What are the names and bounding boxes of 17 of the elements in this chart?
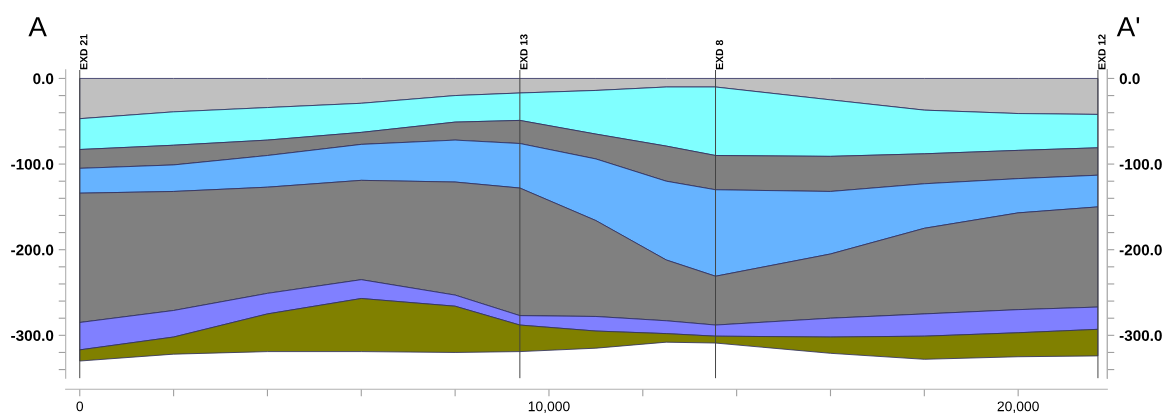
x-tick-label: 10,000 [528,401,570,413]
y2-tick-label: -200.0 [1119,244,1162,256]
x-tick-label: 20,000 [997,401,1039,413]
y-tick-label: 0.0 [33,73,54,85]
ref-line-label: EXD 8 [715,40,724,70]
y2-tick-label: 0.0 [1119,73,1140,85]
ref-line-label: EXD 13 [520,34,528,70]
text: A [28,17,47,37]
y-tick-label: -100.0 [11,158,54,170]
text: A' [1116,17,1140,37]
ref-line-label: EXD 12 [1098,34,1106,70]
y2-tick-label: -300.0 [1119,330,1162,342]
y-tick-label: -300.0 [11,330,54,342]
y-tick-label: -200.0 [11,244,54,256]
ref-line-label: EXD 21 [80,34,88,70]
y2-tick-label: -100.0 [1119,158,1162,170]
x-tick-label: 0 [76,401,84,412]
